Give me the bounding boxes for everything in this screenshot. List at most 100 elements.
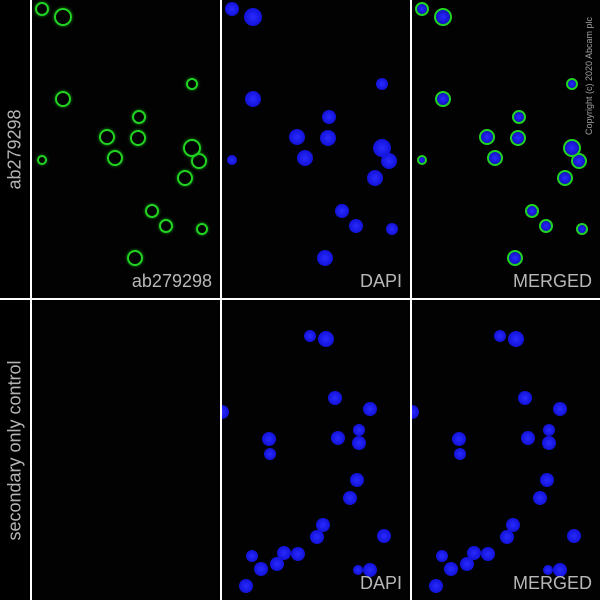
- cell: [435, 91, 451, 107]
- cell: [563, 139, 581, 157]
- cell: [132, 110, 146, 124]
- cell: [349, 219, 363, 233]
- caption: MERGED: [512, 271, 592, 291]
- cell: [436, 550, 448, 562]
- caption: DAPI: [359, 573, 402, 593]
- cell: [350, 473, 364, 487]
- panel-antibody-green: ab279298: [32, 0, 220, 298]
- cell: [145, 204, 159, 218]
- cell: [270, 557, 284, 571]
- cell: [227, 155, 237, 165]
- cell: [557, 170, 573, 186]
- panel-control-green: [32, 300, 220, 600]
- cell: [576, 223, 588, 235]
- cell: [363, 402, 377, 416]
- divider: [220, 0, 222, 600]
- cell: [553, 402, 567, 416]
- cell: [99, 129, 115, 145]
- cell: [506, 518, 520, 532]
- cell: [343, 491, 357, 505]
- cell: [318, 331, 334, 347]
- cell: [386, 223, 398, 235]
- caption: MERGED: [512, 573, 592, 593]
- cell: [245, 91, 261, 107]
- cell: [322, 110, 336, 124]
- cell: [452, 432, 466, 446]
- cell: [317, 250, 333, 266]
- cell: [130, 130, 146, 146]
- cell: [304, 330, 316, 342]
- cell: [35, 2, 49, 16]
- cell: [377, 529, 391, 543]
- cell: [367, 170, 383, 186]
- cell: [320, 130, 336, 146]
- cell: [539, 219, 553, 233]
- cell: [353, 565, 363, 575]
- cell: [543, 565, 553, 575]
- cell: [244, 8, 262, 26]
- cell: [481, 547, 495, 561]
- cell: [127, 250, 143, 266]
- cell: [177, 170, 193, 186]
- cell: [567, 529, 581, 543]
- cell: [415, 2, 429, 16]
- cell: [494, 330, 506, 342]
- divider: [30, 0, 32, 600]
- cell: [373, 139, 391, 157]
- cell: [297, 150, 313, 166]
- cell: [353, 424, 365, 436]
- cell: [183, 139, 201, 157]
- row-label-control: secondary only control: [4, 359, 25, 541]
- cell: [434, 8, 452, 26]
- cell: [417, 155, 427, 165]
- cell: [444, 562, 458, 576]
- cell: [500, 530, 514, 544]
- cell: [262, 432, 276, 446]
- cell: [525, 204, 539, 218]
- cell: [460, 557, 474, 571]
- cell: [518, 391, 532, 405]
- panel-antibody-merged: Copyright (c) 2020 Abcam plc MERGED: [412, 0, 600, 298]
- cell: [566, 78, 578, 90]
- cell: [542, 436, 556, 450]
- cell: [246, 550, 258, 562]
- cell: [533, 491, 547, 505]
- cell: [479, 129, 495, 145]
- cell: [186, 78, 198, 90]
- cell: [543, 424, 555, 436]
- caption: ab279298: [131, 271, 212, 291]
- cell: [264, 448, 276, 460]
- cell: [540, 473, 554, 487]
- cell: [521, 431, 535, 445]
- cell: [222, 405, 229, 419]
- cell: [512, 110, 526, 124]
- panel-control-merged: MERGED: [412, 300, 600, 600]
- cell: [510, 130, 526, 146]
- cell: [254, 562, 268, 576]
- cell: [571, 153, 587, 169]
- divider: [0, 298, 600, 300]
- cell: [159, 219, 173, 233]
- cell: [291, 547, 305, 561]
- cell: [429, 579, 443, 593]
- cell: [328, 391, 342, 405]
- cell: [467, 546, 481, 560]
- cell: [412, 405, 419, 419]
- cell: [316, 518, 330, 532]
- cell: [335, 204, 349, 218]
- divider: [410, 0, 412, 600]
- cell: [553, 563, 567, 577]
- cell: [196, 223, 208, 235]
- cell: [107, 150, 123, 166]
- cell: [310, 530, 324, 544]
- cell: [508, 331, 524, 347]
- cell: [225, 2, 239, 16]
- cell: [376, 78, 388, 90]
- cell: [352, 436, 366, 450]
- cell: [289, 129, 305, 145]
- panel-control-dapi: DAPI: [222, 300, 410, 600]
- cell: [381, 153, 397, 169]
- cell: [239, 579, 253, 593]
- cell: [454, 448, 466, 460]
